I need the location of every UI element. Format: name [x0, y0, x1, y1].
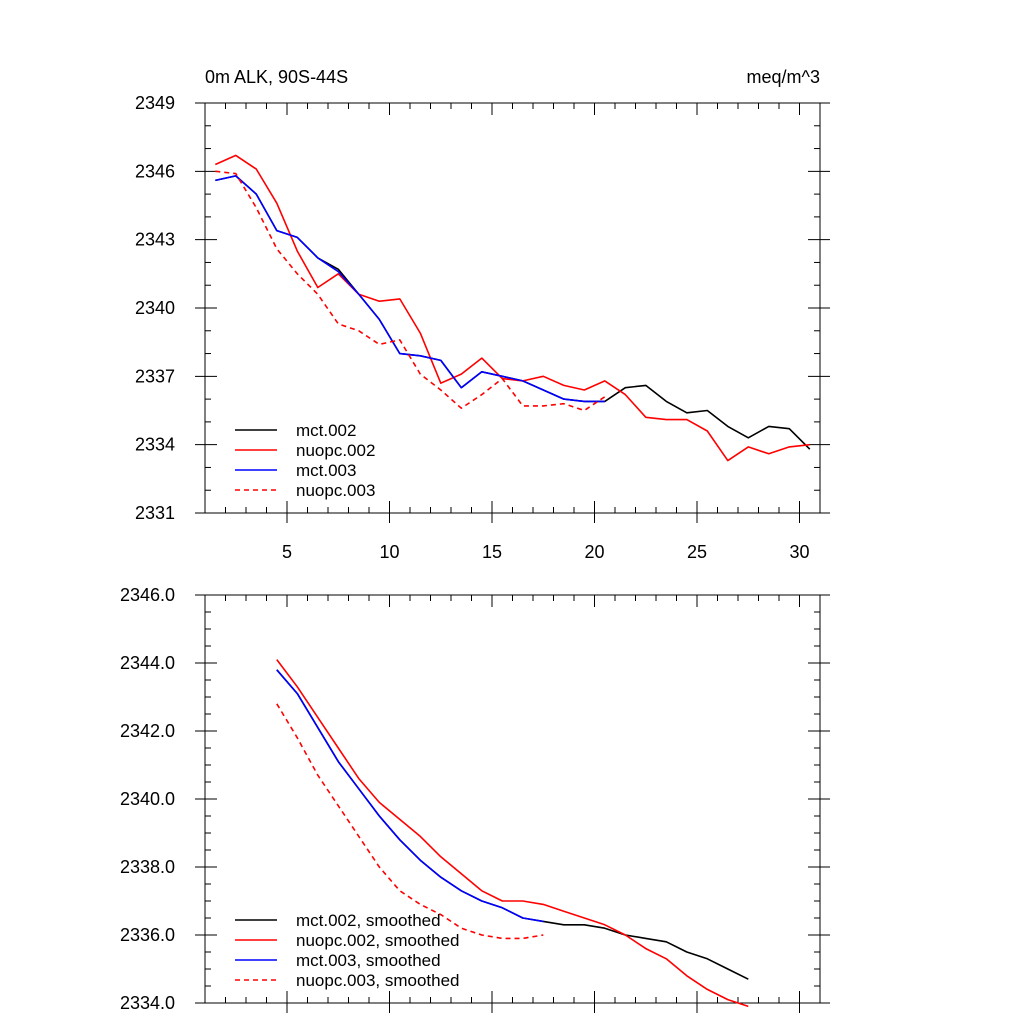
- y-tick-label: 2334: [135, 435, 175, 455]
- legend-label: nuopc.002: [296, 441, 375, 460]
- legend-label: nuopc.002, smoothed: [296, 931, 460, 950]
- series-line-nuopc-003-smoothed: [277, 704, 544, 939]
- legend-label: nuopc.003, smoothed: [296, 971, 460, 990]
- y-tick-label: 2337: [135, 366, 175, 386]
- y-tick-label: 2349: [135, 93, 175, 113]
- series-line-nuopc-003: [215, 171, 605, 410]
- legend-label: mct.002: [296, 421, 356, 440]
- chart-title: 0m ALK, 90S-44S: [205, 67, 348, 87]
- x-tick-label: 25: [687, 542, 707, 562]
- x-tick-label: 10: [379, 542, 399, 562]
- series-line-mct-002: [215, 176, 810, 449]
- y-tick-label: 2331: [135, 503, 175, 523]
- legend-label: nuopc.003: [296, 481, 375, 500]
- series-line-mct-003-smoothed: [277, 670, 544, 922]
- y-tick-label: 2346.0: [120, 585, 175, 605]
- x-tick-label: 30: [789, 542, 809, 562]
- x-tick-label: 20: [584, 542, 604, 562]
- y-tick-label: 2334.0: [120, 993, 175, 1013]
- y-tick-label: 2344.0: [120, 653, 175, 673]
- legend-label: mct.003: [296, 461, 356, 480]
- bottom-panel: 2334.0 2336.0 2338.0 2340.0 2342.0 2344.0 2346…: [120, 585, 830, 1013]
- y-tick-label: 2336.0: [120, 925, 175, 945]
- units-label: meq/m^3: [747, 67, 820, 87]
- series-line-mct-003: [215, 176, 605, 402]
- y-tick-label: 2342.0: [120, 721, 175, 741]
- y-tick-label: 2340: [135, 298, 175, 318]
- x-tick-label: 15: [482, 542, 502, 562]
- legend-label: mct.003, smoothed: [296, 951, 441, 970]
- y-tick-label: 2340.0: [120, 789, 175, 809]
- y-tick-label: 2338.0: [120, 857, 175, 877]
- series-line-nuopc-002: [215, 155, 810, 460]
- y-tick-label: 2346: [135, 161, 175, 181]
- legend-label: mct.002, smoothed: [296, 911, 441, 930]
- x-tick-label: 5: [282, 542, 292, 562]
- y-tick-label: 2343: [135, 230, 175, 250]
- top-panel: 2331 2334 2337 2340 2343 2346 2349 5 10 15 20 25 30 0…: [135, 67, 830, 562]
